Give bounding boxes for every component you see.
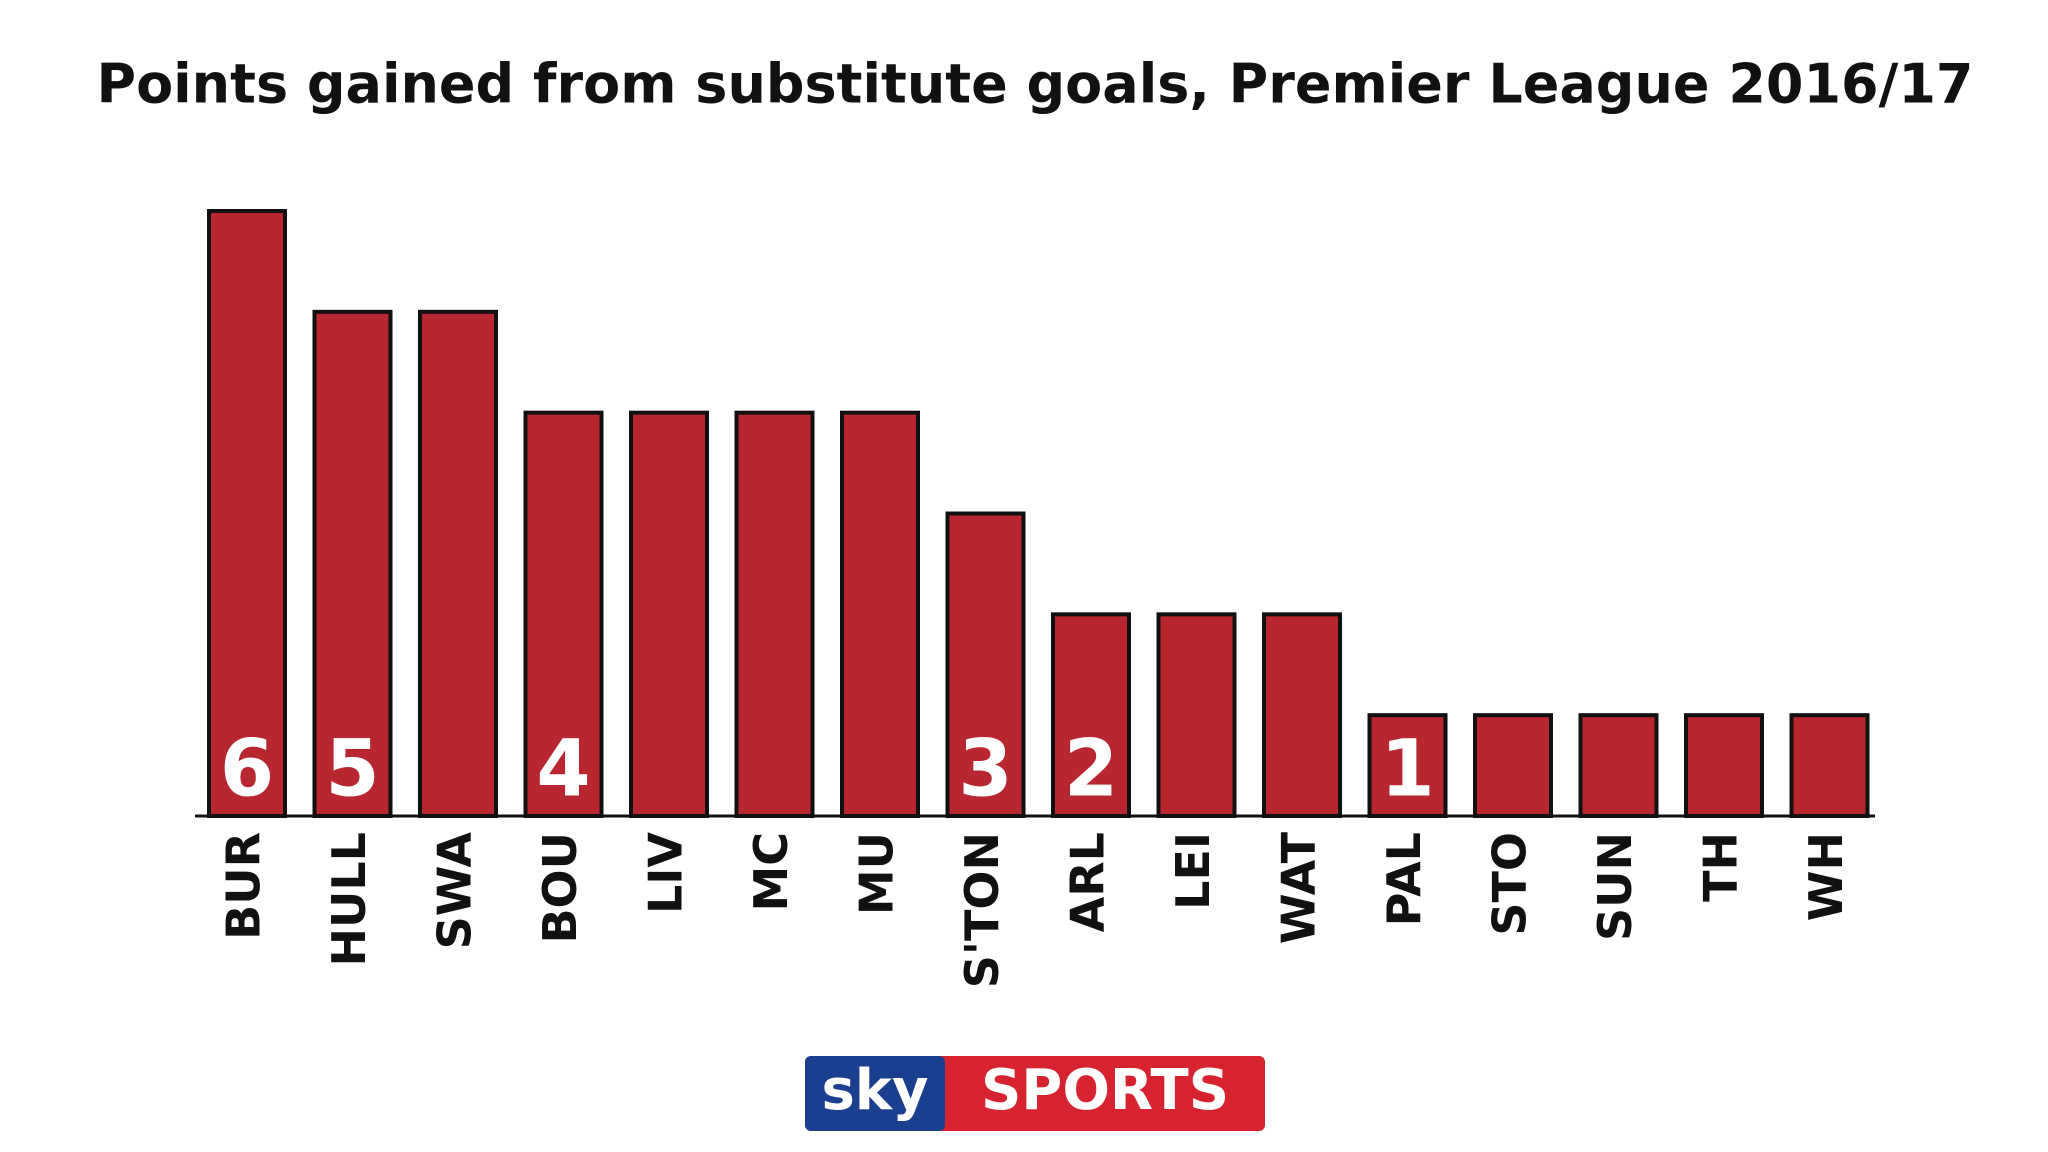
bar xyxy=(418,309,498,818)
x-tick-label: PAL xyxy=(1377,832,1431,926)
x-tick-label: LIV xyxy=(639,832,693,914)
x-tick-label: HULL xyxy=(322,832,376,966)
bar xyxy=(1789,713,1870,819)
bar xyxy=(1156,612,1237,818)
chart-title: Points gained from substitute goals, Pre… xyxy=(97,53,1974,116)
logo-sports: SPORTS xyxy=(981,1058,1229,1123)
bar xyxy=(734,410,815,818)
value-label: 2 xyxy=(1064,724,1118,814)
bar xyxy=(945,511,1026,818)
value-label: 1 xyxy=(1380,724,1434,814)
bar xyxy=(207,209,287,818)
x-tick-label: S'TON xyxy=(955,832,1009,988)
x-tick-label: LEI xyxy=(1166,832,1220,910)
x-tick-label: BOU xyxy=(533,832,587,944)
value-label: 5 xyxy=(325,724,379,814)
x-tick-label: STO xyxy=(1483,832,1537,936)
bar xyxy=(840,410,920,818)
x-tick-label: ARL xyxy=(1061,832,1115,932)
x-tick-label: BUR xyxy=(217,832,271,940)
logo: sky SPORTS xyxy=(805,1056,1265,1131)
logo-blue xyxy=(805,1056,945,1131)
value-label: 3 xyxy=(958,724,1012,814)
x-tick-label: WH xyxy=(1799,832,1853,921)
bar xyxy=(312,309,393,818)
bar xyxy=(1367,713,1448,819)
logo-sky: sky xyxy=(821,1058,928,1123)
x-tick-label: WAT xyxy=(1272,831,1326,944)
bar xyxy=(629,410,709,818)
bar xyxy=(1578,713,1659,819)
x-tick-label: MC xyxy=(744,832,798,912)
bar xyxy=(1262,612,1342,818)
bar xyxy=(1684,713,1764,819)
bar xyxy=(1473,713,1553,819)
x-tick-label: TH xyxy=(1694,832,1748,902)
x-tick-label: MU xyxy=(850,832,904,915)
x-tick-label: SUN xyxy=(1588,832,1642,941)
value-label: 4 xyxy=(536,724,590,814)
x-tick-label: SWA xyxy=(428,832,482,950)
bar xyxy=(523,410,604,818)
value-label: 6 xyxy=(220,724,274,814)
